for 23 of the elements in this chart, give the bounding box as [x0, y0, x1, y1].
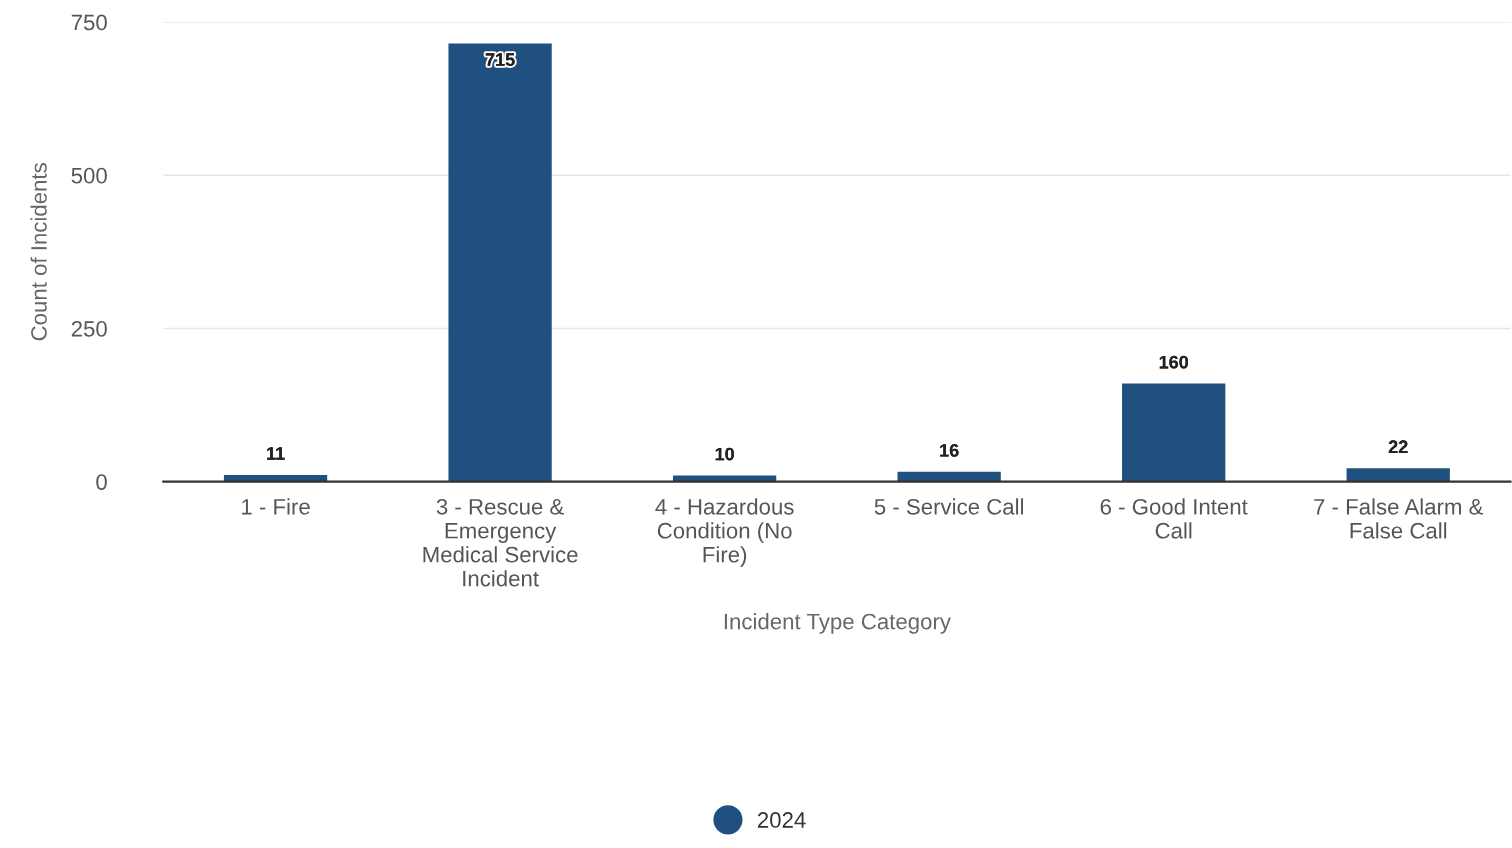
bar — [1346, 468, 1450, 482]
bar — [448, 43, 552, 482]
bar — [1122, 383, 1226, 482]
x-tick-label: 5 - Service Call — [874, 498, 1024, 515]
data-label: 16 — [940, 444, 959, 457]
data-label: 10 — [715, 447, 734, 461]
x-tick-label: 4 - Hazardous Condition (No Fire) — [655, 498, 794, 567]
data-label: 715 — [485, 53, 515, 66]
data-label: 11 — [267, 447, 285, 460]
y-tick-label: 0 — [96, 474, 107, 490]
x-tick-label: 1 - Fire — [242, 498, 310, 515]
x-tick-label: 6 - Good Intent Call — [1100, 498, 1248, 539]
x-tick-label: 7 - False Alarm & False Call — [1314, 498, 1484, 539]
data-label: 160 — [1159, 355, 1189, 369]
legend-label: 2024 — [757, 812, 806, 828]
bar — [897, 471, 1001, 482]
y-axis-title: Count of Incidents — [30, 163, 47, 341]
y-tick-label: 750 — [71, 14, 107, 31]
y-tick-label: 500 — [71, 167, 107, 184]
data-label: 22 — [1388, 440, 1408, 453]
y-tick-label: 250 — [71, 320, 107, 337]
x-axis-title: Incident Type Category — [724, 613, 951, 634]
x-tick-label: 3 - Rescue & Emergency Medical Service Incident — [423, 498, 578, 587]
